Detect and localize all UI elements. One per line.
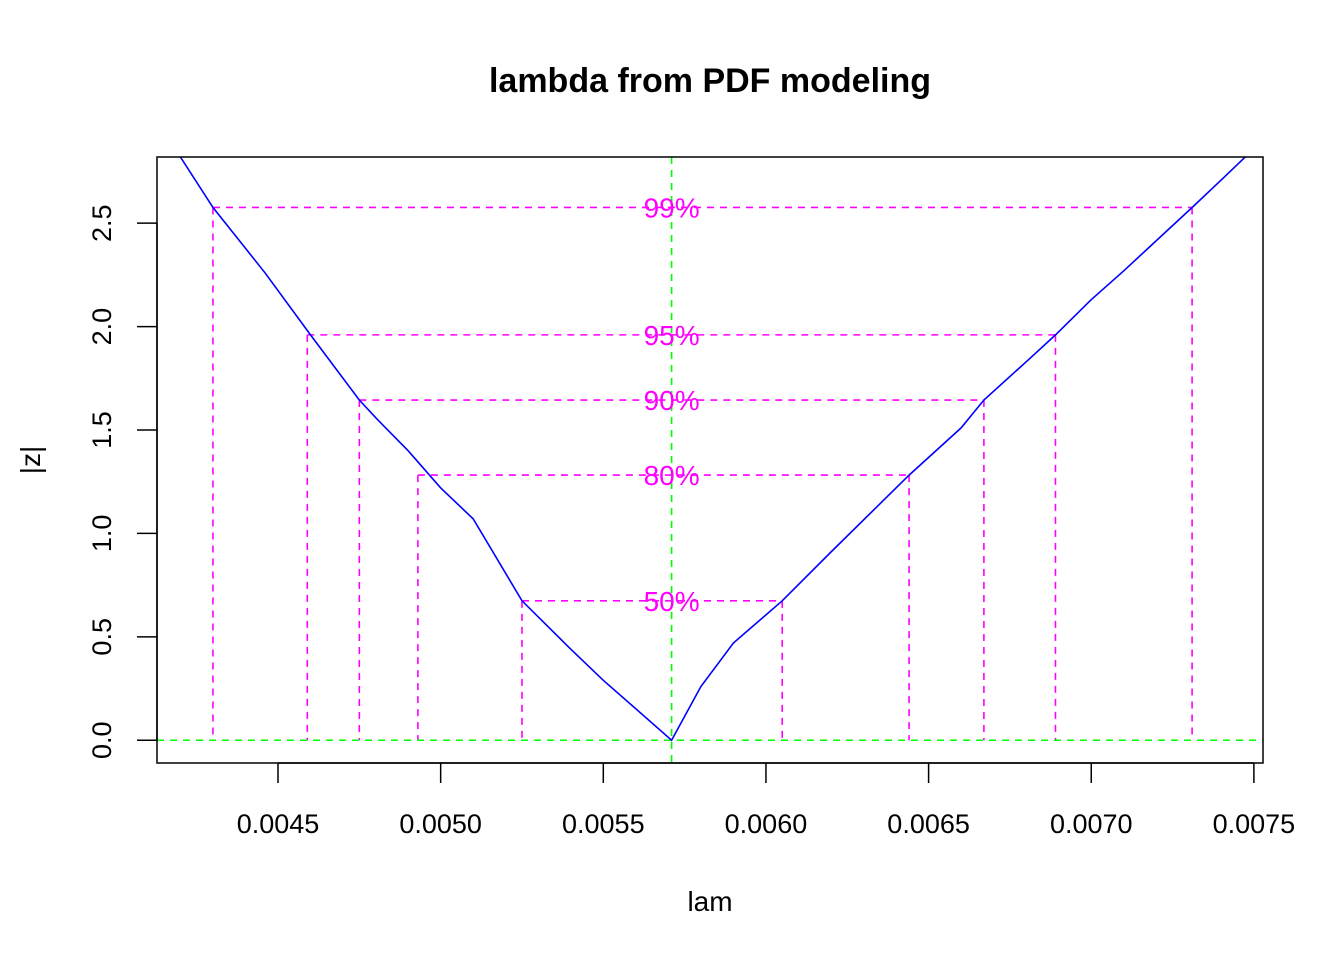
ci-label-90%: 90% xyxy=(644,385,700,416)
y-tick-label: 2.0 xyxy=(87,308,117,346)
ci-label-80%: 80% xyxy=(644,460,700,491)
x-tick-label: 0.0045 xyxy=(237,809,320,839)
z-curve-line xyxy=(179,157,1247,742)
y-tick-label: 0.0 xyxy=(87,721,117,759)
y-tick-label: 0.5 xyxy=(87,618,117,656)
x-tick-label: 0.0050 xyxy=(399,809,482,839)
chart-title: lambda from PDF modeling xyxy=(489,62,931,100)
x-axis-label: lam xyxy=(687,886,732,917)
ci-label-95%: 95% xyxy=(644,320,700,351)
y-axis: 0.0 0.5 1.0 1.5 2.0 2.5 xyxy=(87,204,158,759)
ci-label-50%: 50% xyxy=(644,586,700,617)
x-tick-label: 0.0070 xyxy=(1050,809,1133,839)
plot-frame xyxy=(156,156,1264,764)
x-tick-label: 0.0065 xyxy=(887,809,970,839)
y-axis-label: |z| xyxy=(15,446,46,475)
y-tick-label: 2.5 xyxy=(87,204,117,242)
x-tick-label: 0.0075 xyxy=(1213,809,1296,839)
x-tick-label: 0.0055 xyxy=(562,809,645,839)
x-tick-label: 0.0060 xyxy=(725,809,808,839)
x-axis: 0.0045 0.0050 0.0055 0.0060 0.0065 0.0070 0.00… xyxy=(237,762,1296,839)
ci-label-99%: 99% xyxy=(644,192,700,223)
y-tick-label: 1.0 xyxy=(87,515,117,553)
plot-area xyxy=(157,157,1263,763)
y-tick-label: 1.5 xyxy=(87,411,117,449)
